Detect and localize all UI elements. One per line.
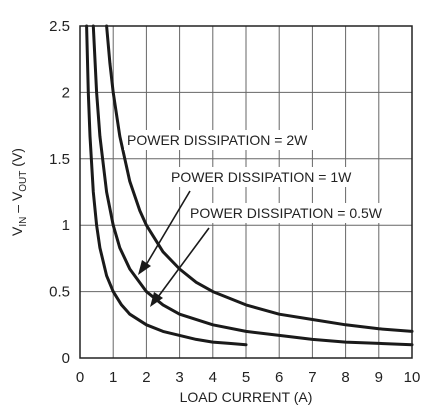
x-tick-label: 8 [341, 369, 349, 386]
x-tick-label: 1 [109, 369, 117, 386]
x-tick-label: 2 [142, 369, 150, 386]
arrowhead-2w-icon [138, 260, 151, 275]
x-tick-label: 7 [308, 369, 316, 386]
x-tick-label: 5 [242, 369, 250, 386]
annotation-2w-bg [124, 130, 336, 150]
annotation-0-5w-bg [187, 203, 405, 223]
grid [80, 26, 412, 358]
y-tick-label: 0 [62, 350, 70, 367]
y-axis-label-main: V [9, 226, 25, 236]
y-tick-label: 2.5 [49, 18, 70, 35]
y-axis-label-sub-in: IN [18, 217, 29, 227]
y-axis-label-unit: (V) [9, 148, 25, 171]
y-tick-label: 0.5 [49, 284, 70, 301]
arrow-1w [157, 227, 210, 298]
x-tick-label: 6 [275, 369, 283, 386]
y-tick-label: 2 [62, 84, 70, 101]
arrow-2w [145, 190, 191, 266]
y-tick-label: 1 [62, 217, 70, 234]
x-tick-label: 3 [175, 369, 183, 386]
x-tick-label: 10 [404, 369, 421, 386]
x-tick-label: 0 [76, 369, 84, 386]
annotation-1w: POWER DISSIPATION = 1W [171, 169, 352, 185]
y-axis-label-mid: – V [9, 191, 25, 217]
x-tick-label: 9 [375, 369, 383, 386]
curve-0-5w [85, 24, 248, 347]
annotation-2w: POWER DISSIPATION = 2W [127, 132, 308, 148]
x-axis-label: LOAD CURRENT (A) [180, 389, 313, 405]
y-tick-label: 1.5 [49, 151, 70, 168]
arrowhead-1w-icon [150, 292, 163, 307]
y-axis-label-sub-out: OUT [18, 171, 29, 192]
annotation-1w-bg [168, 167, 366, 187]
x-tick-labels: 0 1 2 3 4 5 6 7 8 9 10 [76, 369, 421, 386]
annotation-0-5w: POWER DISSIPATION = 0.5W [190, 205, 383, 221]
annotations: POWER DISSIPATION = 2W POWER DISSIPATION… [124, 130, 405, 307]
x-tick-label: 4 [209, 369, 217, 386]
plot-frame [79, 25, 413, 359]
y-tick-labels: 0 0.5 1 1.5 2 2.5 [49, 18, 70, 367]
curve-1w [91, 24, 414, 347]
y-axis-label: VIN – VOUT (V) [9, 148, 29, 236]
